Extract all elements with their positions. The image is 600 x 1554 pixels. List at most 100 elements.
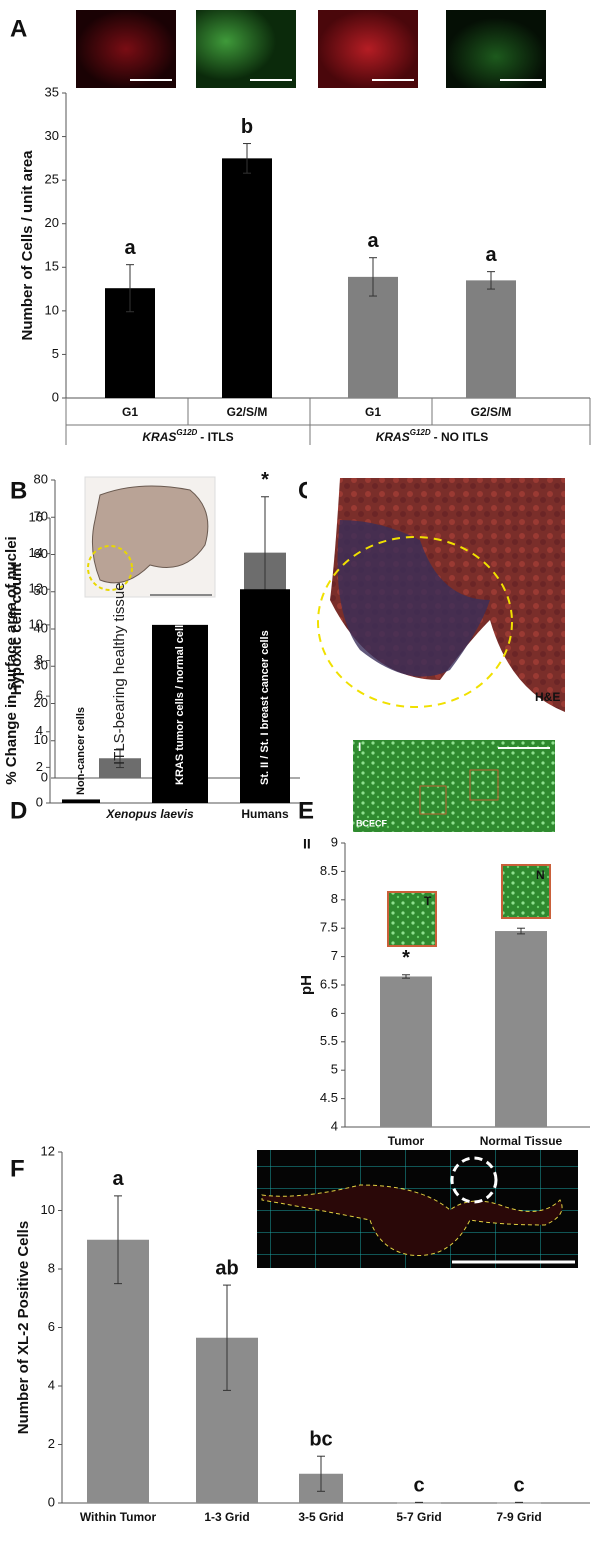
y-tick-label: 80 <box>34 471 48 486</box>
annotation: * <box>402 947 410 969</box>
y-tick-label: 9 <box>331 834 338 849</box>
bar <box>152 624 208 803</box>
y-tick-label: 8 <box>331 891 338 906</box>
normal-inset <box>501 864 551 919</box>
y-tick-label: 15 <box>45 259 59 274</box>
group-label: KRASG12D - NO ITLS <box>376 428 489 444</box>
x-tick-label: Non-cancer cells <box>75 707 87 795</box>
x-tick-label: 7-9 Grid <box>496 1510 541 1524</box>
y-tick-label: 10 <box>29 616 43 631</box>
annotation: bc <box>309 1428 332 1450</box>
bcecf-image <box>353 740 555 832</box>
x-tick-label: G2/S/M <box>471 405 512 419</box>
y-tick-label: 2 <box>48 1436 55 1451</box>
group-name: KRAS <box>142 430 176 444</box>
y-tick-label: 6 <box>36 688 43 703</box>
group-sup: G12D <box>410 428 431 437</box>
group-name: KRAS <box>376 430 410 444</box>
y-tick-label: 30 <box>34 658 48 673</box>
group-label: Xenopus laevis <box>105 807 194 821</box>
group-sup: G12D <box>176 428 197 437</box>
bar <box>222 158 272 398</box>
bar <box>466 280 516 398</box>
x-tick-label: Normal Tissue <box>480 1134 563 1148</box>
tissue-outline <box>261 1184 563 1257</box>
y-axis-label: Number of Cells / unit area <box>19 150 36 341</box>
bar <box>62 799 100 803</box>
annotation: c <box>413 1475 424 1497</box>
x-tick-label: 3-5 Grid <box>298 1510 343 1524</box>
micrograph <box>446 10 546 88</box>
y-tick-label: 6 <box>331 1005 338 1020</box>
annotation: * <box>261 469 269 491</box>
bar <box>380 976 432 1127</box>
micrograph <box>76 10 176 88</box>
bar <box>348 276 398 398</box>
tumor-outline <box>450 1156 498 1204</box>
y-tick-label: 12 <box>41 1143 55 1158</box>
y-tick-label: 14 <box>29 545 43 560</box>
error-bar <box>517 927 525 935</box>
x-tick-label: G2/S/M <box>227 405 268 419</box>
y-tick-label: 8.5 <box>320 863 338 878</box>
y-tick-label: 35 <box>45 84 59 99</box>
image-label: N <box>536 868 545 882</box>
annotation: a <box>124 237 136 259</box>
y-tick-label: 10 <box>41 1202 55 1217</box>
x-tick-label: Within Tumor <box>80 1510 157 1524</box>
x-tick-label: 1-3 Grid <box>204 1510 249 1524</box>
panel-label: E <box>298 797 314 824</box>
y-tick-label: 4 <box>48 1377 55 1392</box>
panel-label: D <box>10 797 27 824</box>
group-suffix: - ITLS <box>200 430 233 444</box>
panel-label: B <box>10 477 27 504</box>
error-bar <box>317 1455 325 1492</box>
roi <box>419 785 447 815</box>
micrograph <box>318 10 418 88</box>
x-tick-label: G1 <box>122 405 138 419</box>
y-tick-label: 5.5 <box>320 1033 338 1048</box>
tissue-outline <box>91 485 209 584</box>
dark-tissue <box>337 520 490 677</box>
y-tick-label: 8 <box>48 1260 55 1275</box>
annotation: a <box>485 244 497 266</box>
image-label: II <box>303 836 311 852</box>
y-tick-label: 50 <box>34 583 48 598</box>
y-tick-label: 25 <box>45 172 59 187</box>
y-tick-label: 0 <box>36 794 43 809</box>
panel-label: A <box>10 15 27 42</box>
y-tick-label: 6.5 <box>320 976 338 991</box>
y-tick-label: 40 <box>34 620 48 635</box>
annotation: b <box>241 116 253 138</box>
annotation: c <box>513 1475 524 1497</box>
panel-label: F <box>10 1155 25 1182</box>
y-tick-label: 10 <box>34 732 48 747</box>
error-bar <box>223 1284 231 1391</box>
y-tick-label: 30 <box>45 128 59 143</box>
y-tick-label: 0 <box>52 389 59 404</box>
x-tick-label: ITLS-bearing healthy tissue <box>111 582 128 765</box>
annotation: a <box>367 230 379 252</box>
y-axis-label: pH <box>298 975 315 995</box>
error-bar <box>487 271 495 290</box>
annotation: ab <box>215 1257 238 1279</box>
error-bar <box>402 974 410 979</box>
y-tick-label: 4 <box>331 1118 338 1133</box>
image-label: T <box>424 894 432 908</box>
x-tick-label: Tumor <box>388 1134 425 1148</box>
y-tick-label: 70 <box>34 509 48 524</box>
image-label: H&E <box>535 690 560 704</box>
image-label: BCECF <box>356 818 388 828</box>
group-label: Humans <box>241 807 289 821</box>
error-bar <box>114 1195 122 1285</box>
y-tick-label: 5 <box>331 1062 338 1077</box>
roi <box>469 769 499 801</box>
group-label: KRASG12D - ITLS <box>142 428 233 444</box>
y-tick-label: 7 <box>331 948 338 963</box>
y-tick-label: 20 <box>34 695 48 710</box>
bar <box>99 758 141 778</box>
y-tick-label: 10 <box>45 302 59 317</box>
tumor-inset <box>387 891 437 947</box>
y-tick-label: 2 <box>36 759 43 774</box>
